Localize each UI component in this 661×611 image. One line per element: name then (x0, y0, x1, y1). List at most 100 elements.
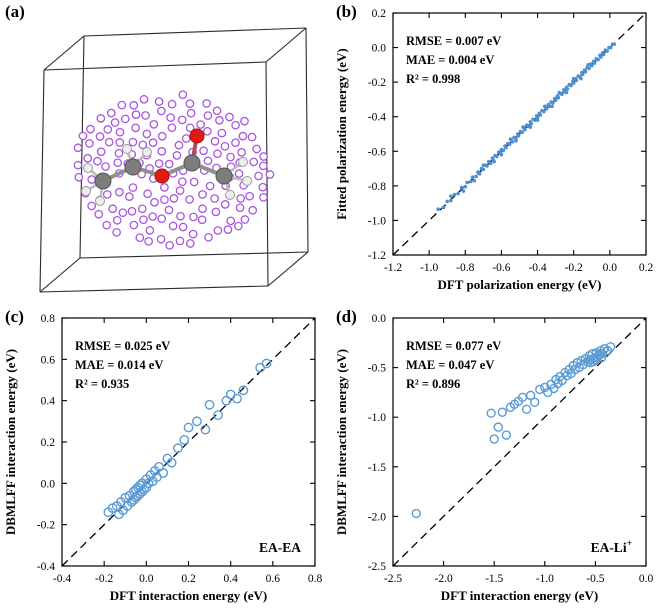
y-tick-label: -1.0 (368, 215, 386, 227)
solvent-atom (164, 205, 174, 215)
solvent-atom (138, 140, 148, 150)
series-corner-label: EA-Li+ (591, 539, 632, 555)
solvent-atom (185, 195, 194, 204)
solvent-atom (231, 138, 240, 148)
stat-line: RMSE = 0.007 eV (406, 34, 501, 48)
solvent-atom (203, 156, 213, 166)
panel-a-label: (a) (5, 2, 25, 21)
y-tick-label: 0.0 (41, 478, 56, 490)
atom (189, 128, 205, 144)
x-axis-title: DFT polarization energy (eV) (437, 277, 601, 292)
solvent-atom (167, 99, 177, 109)
axis-ticks: -0.4 -0.2 0.0 0.2 0.4 0.6 0.8 -0.4 -0.2 0.0 0.2 0.4… (37, 313, 323, 585)
axis-titles: DFT interaction energy (eV) DBMLFF intera… (334, 349, 598, 603)
atom (183, 154, 201, 172)
solvent-atom (168, 221, 178, 231)
simulation-box-wireframe (39, 27, 309, 293)
solvent-atom (202, 99, 211, 108)
solvent-atom (211, 207, 221, 217)
solvent-atom (178, 177, 187, 187)
solute-molecule (81, 128, 252, 206)
panel-a-molecular-box: (a) (0, 0, 330, 300)
atom (122, 144, 132, 154)
solvent-atom (144, 236, 153, 246)
solvent-atom (245, 191, 254, 201)
solvent-atom (131, 110, 141, 119)
solvent-atom (217, 128, 227, 138)
solvent-atom (128, 183, 138, 192)
solvent-atom (93, 156, 102, 166)
x-tick-label: -0.8 (456, 262, 474, 274)
x-tick-label: -0.6 (492, 262, 510, 274)
solvent-atom (118, 208, 128, 218)
atom (94, 172, 112, 190)
x-tick-label: -1.0 (536, 573, 554, 585)
stat-line: R² = 0.896 (406, 377, 460, 391)
stat-line: R² = 0.998 (406, 72, 460, 86)
x-tick-label: -1.0 (420, 262, 438, 274)
stat-line: MAE = 0.014 eV (75, 358, 163, 372)
solvent-atom (117, 100, 127, 110)
solvent-atom (101, 162, 110, 171)
y-tick-label: -0.2 (37, 520, 55, 532)
solvent-atom (188, 229, 198, 239)
solvent-atom (240, 215, 250, 224)
solvent-atom (189, 212, 198, 222)
x-axis-title: DFT interaction energy (eV) (441, 588, 599, 603)
y-axis-title: DBMLFF interaction energy (eV) (3, 349, 18, 535)
y-tick-label: -0.2 (368, 77, 386, 89)
x-tick-label: -0.2 (565, 262, 583, 274)
solvent-atom (178, 90, 188, 100)
solvent-atom (259, 192, 268, 202)
solvent-atom (103, 125, 113, 134)
solvent-atom (249, 157, 259, 167)
atom (242, 176, 252, 186)
panel-c-label: (c) (5, 307, 24, 326)
solvent-atom (83, 153, 93, 163)
solvent-atom (169, 194, 179, 203)
solvent-atom (202, 126, 212, 136)
solvent-atom (185, 123, 195, 133)
solvent-atom (210, 194, 219, 203)
solvent-atom (150, 197, 159, 207)
solvent-atom (176, 211, 185, 221)
x-tick-label: 0.6 (266, 573, 281, 585)
solvent-atom (196, 120, 205, 129)
solvent-atom (139, 94, 149, 104)
stats-annotation: RMSE = 0.025 eV MAE = 0.014 eV R² = 0.935 (75, 339, 170, 391)
atom (95, 196, 105, 206)
x-tick-label: -0.2 (95, 573, 113, 585)
solvent-atom (259, 152, 268, 161)
atom (81, 186, 91, 196)
solvent-atom (178, 222, 188, 232)
solvent-atom (177, 115, 187, 125)
solvent-atom (205, 181, 215, 191)
solvent-atom (185, 239, 195, 248)
solvent-atom (102, 220, 112, 230)
x-tick-label: -2.0 (434, 573, 452, 585)
diagonal-reference-line (392, 317, 647, 567)
solvent-atom-cloud (73, 90, 275, 250)
y-tick-label: 0.0 (372, 43, 387, 55)
scatter-points (436, 42, 617, 211)
solvent-atom (166, 113, 175, 122)
x-axis-title: DFT interaction energy (eV) (110, 588, 268, 603)
solvent-atom (112, 227, 121, 237)
solvent-atom (112, 215, 122, 225)
solvent-atom (265, 170, 275, 179)
solvent-atom (129, 220, 139, 230)
solvent-atom (73, 160, 83, 170)
y-tick-label: 0.2 (41, 437, 56, 449)
y-tick-label: -0.4 (368, 112, 386, 124)
solvent-atom (137, 204, 147, 214)
diagonal-reference-line (61, 317, 316, 567)
solvent-atom (157, 131, 167, 141)
y-tick-label: -0.4 (37, 561, 55, 573)
solvent-atom (247, 132, 257, 142)
solvent-atom (203, 111, 213, 120)
y-axis-title: DBMLFF interaction energy (eV) (334, 349, 349, 535)
solvent-atom (115, 187, 124, 197)
solvent-atom (115, 127, 125, 137)
solvent-atom (167, 123, 177, 133)
stat-line: R² = 0.935 (75, 377, 129, 391)
